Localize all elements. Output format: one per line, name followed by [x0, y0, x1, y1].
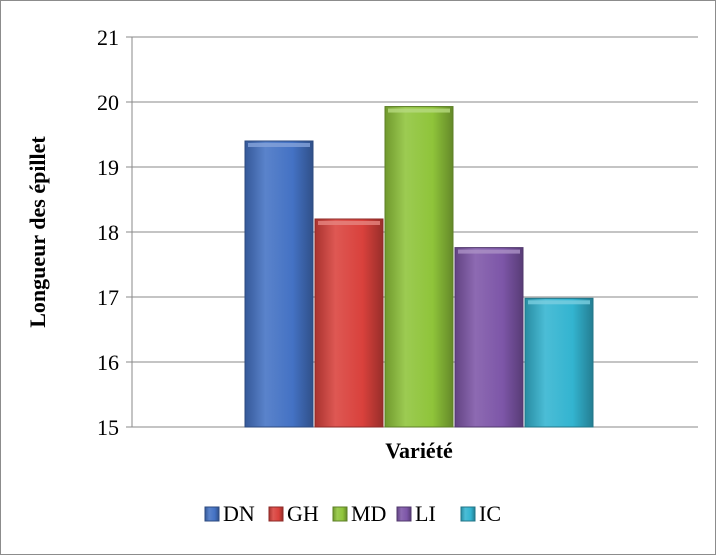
x-axis-title: Variété — [385, 438, 453, 463]
legend-label-ic: IC — [479, 501, 501, 526]
y-tick-label: 16 — [97, 350, 119, 375]
bar-highlight — [458, 249, 520, 254]
bar-highlight — [318, 221, 380, 225]
legend: DN GH MD LI IC — [204, 501, 501, 526]
legend-swatch-dn — [204, 506, 220, 522]
y-tick-label: 15 — [97, 415, 119, 440]
bar-highlight — [528, 300, 590, 305]
legend-label-md: MD — [351, 501, 386, 526]
legend-swatch-li — [396, 506, 412, 522]
legend-swatch-gh — [268, 506, 284, 522]
y-axis-ticks: 15 16 17 18 19 20 21 — [97, 25, 119, 440]
bar-highlight — [248, 143, 310, 147]
legend-label-dn: DN — [223, 501, 255, 526]
bar-li — [454, 247, 524, 428]
legend-swatch-md — [332, 506, 348, 522]
legend-label-li: LI — [415, 501, 436, 526]
legend-label-gh: GH — [287, 501, 319, 526]
legend-swatch-ic — [460, 506, 476, 522]
bar-dn — [244, 140, 314, 428]
y-tick-label: 17 — [97, 285, 119, 310]
y-tick-label: 19 — [97, 155, 119, 180]
y-tick-label: 18 — [97, 220, 119, 245]
bar-highlight — [388, 108, 450, 113]
y-axis-title: Longueur des épillet — [25, 136, 50, 328]
y-tick-label: 21 — [97, 25, 119, 50]
bar-gh — [314, 218, 384, 428]
y-tick-label: 20 — [97, 90, 119, 115]
bar-ic — [524, 297, 594, 428]
bar-md — [384, 106, 454, 428]
bars — [244, 106, 594, 428]
